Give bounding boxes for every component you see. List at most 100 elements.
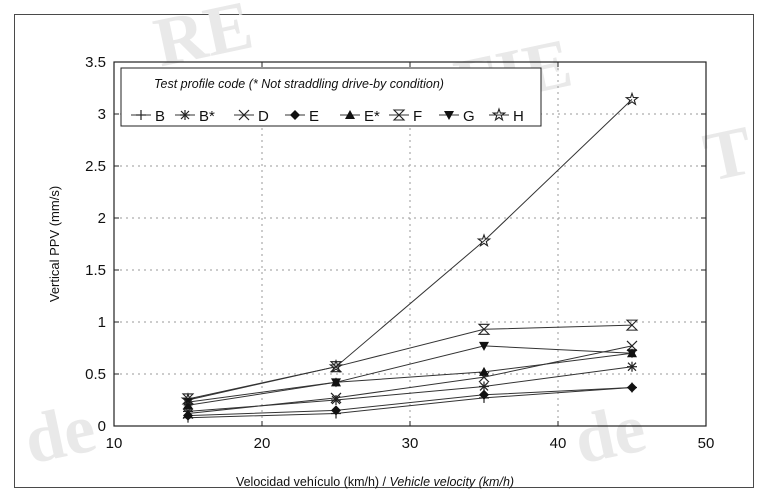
x-tick-label: 20 [254, 435, 271, 452]
data-point-e [479, 389, 489, 400]
legend-entry-b-star: B* [175, 108, 215, 125]
series-line-g [187, 345, 633, 403]
legend-marker-f [392, 109, 406, 121]
data-point-f [625, 319, 639, 331]
marker-shape [477, 328, 491, 335]
series-line-e [187, 387, 633, 417]
marker-shape [479, 366, 489, 376]
legend-marker-d [238, 109, 250, 121]
data-point-h [476, 233, 492, 248]
x-tick-label: 40 [550, 435, 567, 452]
legend-entry-f: F [389, 108, 422, 125]
legend-marker-e-star [345, 110, 355, 119]
legend-label: H [513, 108, 524, 125]
x-axis-label-es: Velocidad vehículo (km/h) / [236, 475, 390, 489]
legend-entry-b: B [131, 108, 165, 125]
marker-stroke [330, 392, 342, 404]
data-point-g [331, 378, 341, 388]
marker-shape [624, 91, 640, 106]
y-tick-label: 0 [98, 418, 106, 435]
data-point-e [331, 405, 341, 416]
marker-shape [331, 378, 341, 388]
marker-stroke [238, 109, 250, 121]
marker-shape [392, 109, 406, 116]
legend-marker-h [491, 107, 507, 122]
legend-entry-e-star: E* [340, 108, 380, 125]
legend-box [120, 67, 542, 127]
marker-shape [491, 107, 507, 122]
legend-label: D [258, 108, 269, 125]
legend-marker-g [444, 111, 454, 120]
data-point-h [328, 358, 344, 373]
axis-ticks: 10 20 30 40 50 0 0.5 1 1.5 2 2.5 3 3.5 [85, 54, 714, 452]
data-point-g [627, 349, 637, 359]
series-line-d [187, 345, 633, 414]
y-tick-label: 0.5 [85, 366, 106, 383]
data-point-g [479, 341, 489, 351]
legend-label: E [309, 108, 319, 125]
marker-shape [392, 114, 406, 121]
x-tick-label: 30 [402, 435, 419, 452]
legend-marker-b [136, 110, 146, 120]
marker-shape [625, 319, 639, 326]
series-line-b [187, 387, 633, 419]
legend-entry-d: D [234, 108, 269, 125]
series-line-h [187, 99, 633, 401]
marker-shape [328, 358, 344, 373]
data-point-f [477, 323, 491, 335]
legend-title: Test profile code (* Not straddling driv… [154, 77, 444, 91]
data-point-e [627, 382, 637, 393]
legend-entry-g: G [439, 108, 475, 125]
marker-shape [290, 110, 300, 120]
y-tick-label: 1 [98, 314, 106, 331]
x-tick-label: 50 [698, 435, 715, 452]
legend-entry-h: H [489, 107, 524, 125]
series-line-e-star [187, 352, 633, 406]
data-point-b-star [627, 361, 637, 372]
marker-shape [444, 111, 454, 120]
marker-stroke [331, 395, 341, 405]
x-axis-label-en: Vehicle velocity (km/h) [389, 475, 514, 489]
data-point-d [330, 392, 342, 404]
marker-shape [479, 389, 489, 400]
marker-shape [331, 405, 341, 416]
marker-shape [625, 324, 639, 331]
marker-shape [627, 382, 637, 393]
marker-shape [180, 392, 196, 407]
series-lines [187, 99, 633, 419]
y-tick-label: 2 [98, 210, 106, 227]
marker-shape [477, 323, 491, 331]
series-markers [180, 91, 640, 423]
legend-items: B B* D E E* F G H [131, 107, 524, 125]
y-tick-label: 3 [98, 106, 106, 123]
marker-stroke [479, 382, 489, 391]
legend-label: E* [364, 108, 380, 125]
y-tick-label: 1.5 [85, 262, 106, 279]
data-point-h [180, 392, 196, 407]
y-axis-label: Vertical PPV (mm/s) [47, 186, 62, 302]
marker-shape [345, 110, 355, 119]
data-point-b-star [331, 395, 341, 405]
marker-shape [627, 349, 637, 359]
marker-stroke [627, 362, 637, 372]
legend-marker-b-star [180, 110, 190, 120]
y-tick-label: 3.5 [85, 54, 106, 71]
marker-shape [479, 341, 489, 351]
legend-label: B [155, 108, 165, 125]
x-tick-label: 10 [106, 435, 123, 452]
legend-label: G [463, 108, 475, 125]
legend-label: F [413, 108, 422, 125]
marker-shape [183, 410, 193, 421]
marker-shape [476, 233, 492, 248]
y-tick-label: 2.5 [85, 158, 106, 175]
legend: Test profile code (* Not straddling driv… [120, 67, 542, 127]
legend-entry-e: E [285, 108, 319, 125]
data-point-h [624, 91, 640, 106]
legend-marker-e [290, 110, 300, 120]
data-point-e-star [479, 366, 489, 376]
x-axis-label: Velocidad vehículo (km/h) / Vehicle velo… [236, 475, 514, 489]
data-point-e [183, 410, 193, 421]
marker-stroke [180, 110, 190, 120]
legend-label: B* [199, 108, 215, 125]
